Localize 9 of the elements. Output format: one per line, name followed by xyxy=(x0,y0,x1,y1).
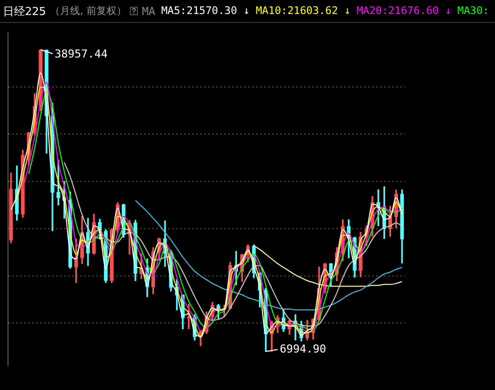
text: MA10:21603.62 ↓ xyxy=(256,5,351,17)
text: MA5:21570.30 ↓ xyxy=(161,5,250,17)
annotation: 6994.90 xyxy=(280,342,326,356)
text: MA30: xyxy=(457,5,489,17)
legend-title: MA xyxy=(142,4,156,18)
annotation: 38957.44 xyxy=(54,48,108,61)
text: MA20:21676.60 ↓ xyxy=(356,5,452,17)
chart-subtitle: （月线, 前复权） xyxy=(50,4,126,18)
chart-title: 日经225 xyxy=(3,4,46,18)
